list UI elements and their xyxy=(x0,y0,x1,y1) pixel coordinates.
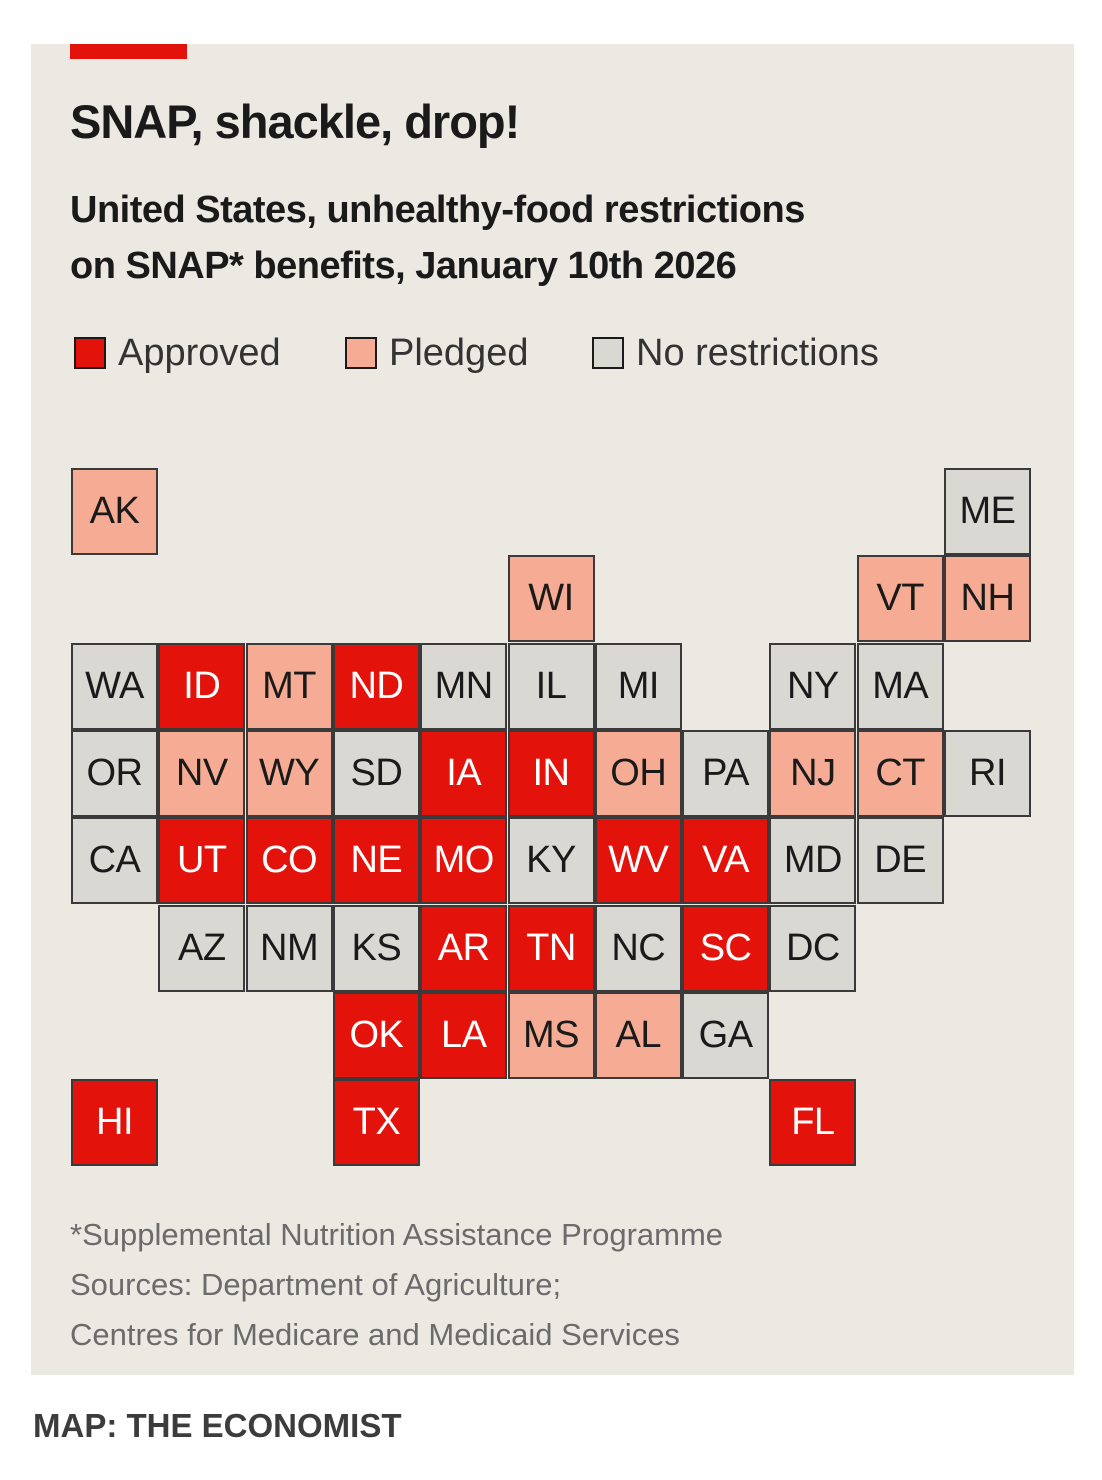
state-tile-mi: MI xyxy=(594,642,682,730)
legend-item-no-restrictions: No restrictions xyxy=(592,331,879,375)
state-tile-ks: KS xyxy=(332,904,420,992)
state-tile-vt: VT xyxy=(856,555,944,643)
state-tile-pa: PA xyxy=(682,729,770,817)
state-tile-mo: MO xyxy=(420,817,508,905)
state-tile-la: LA xyxy=(420,991,508,1079)
map-panel: SNAP, shackle, drop! United States, unhe… xyxy=(31,44,1074,1375)
legend-swatch-pledged xyxy=(345,337,377,369)
state-tile-tn: TN xyxy=(507,904,595,992)
state-tile-mn: MN xyxy=(420,642,508,730)
footnote-definition: *Supplemental Nutrition Assistance Progr… xyxy=(70,1217,724,1252)
state-tile-hi: HI xyxy=(71,1079,158,1167)
legend-label-approved: Approved xyxy=(118,331,281,374)
state-tile-fl: FL xyxy=(769,1079,857,1167)
accent-bar xyxy=(70,44,187,59)
state-tile-ms: MS xyxy=(507,991,595,1079)
state-tile-me: ME xyxy=(944,468,1031,555)
state-tile-va: VA xyxy=(682,817,770,905)
state-tile-oh: OH xyxy=(594,729,682,817)
state-tile-az: AZ xyxy=(158,904,246,992)
legend-label-pledged: Pledged xyxy=(389,331,529,374)
map-subtitle: United States, unhealthy-food restrictio… xyxy=(70,182,970,294)
state-tile-or: OR xyxy=(71,729,158,817)
state-tile-wa: WA xyxy=(71,642,158,730)
state-tile-mt: MT xyxy=(245,642,333,730)
state-tile-ut: UT xyxy=(158,817,246,905)
state-tile-ky: KY xyxy=(507,817,595,905)
state-tile-de: DE xyxy=(856,817,944,905)
state-tile-al: AL xyxy=(594,991,682,1079)
state-tile-nj: NJ xyxy=(769,729,857,817)
state-tile-ct: CT xyxy=(856,729,944,817)
state-tile-ca: CA xyxy=(71,817,158,905)
state-tile-nh: NH xyxy=(944,555,1031,643)
legend-swatch-no-restrictions xyxy=(592,337,624,369)
state-tile-wv: WV xyxy=(594,817,682,905)
state-tile-nv: NV xyxy=(158,729,246,817)
state-tile-ia: IA xyxy=(420,729,508,817)
legend-label-no-restrictions: No restrictions xyxy=(636,331,879,374)
subtitle-line-2: on SNAP* benefits, January 10th 2026 xyxy=(70,245,737,287)
state-tile-ga: GA xyxy=(682,991,770,1079)
state-tile-nd: ND xyxy=(332,642,420,730)
state-tile-md: MD xyxy=(769,817,857,905)
legend-item-approved: Approved xyxy=(74,331,281,375)
state-tile-co: CO xyxy=(245,817,333,905)
state-tile-ma: MA xyxy=(856,642,944,730)
state-tile-nm: NM xyxy=(245,904,333,992)
footnote-sources: Sources: Department of Agriculture; xyxy=(70,1267,562,1302)
map-credit: MAP: THE ECONOMIST xyxy=(33,1407,402,1444)
state-tile-ne: NE xyxy=(332,817,420,905)
state-tile-ar: AR xyxy=(420,904,508,992)
state-tile-sd: SD xyxy=(332,729,420,817)
state-tile-ri: RI xyxy=(944,729,1031,817)
map-title: SNAP, shackle, drop! xyxy=(70,95,520,148)
state-tile-ny: NY xyxy=(769,642,857,730)
state-tile-il: IL xyxy=(507,642,595,730)
state-tile-dc: DC xyxy=(769,904,857,992)
state-tile-ok: OK xyxy=(332,991,420,1079)
state-tile-ak: AK xyxy=(71,468,158,555)
footnote: *Supplemental Nutrition Assistance Progr… xyxy=(70,1210,1030,1360)
state-tile-wy: WY xyxy=(245,729,333,817)
state-tile-sc: SC xyxy=(682,904,770,992)
legend-swatch-approved xyxy=(74,337,106,369)
state-tile-wi: WI xyxy=(507,555,595,643)
state-tile-nc: NC xyxy=(594,904,682,992)
legend-item-pledged: Pledged xyxy=(345,331,528,375)
footnote-sources-continued: Centres for Medicare and Medicaid Servic… xyxy=(70,1317,680,1352)
subtitle-line-1: United States, unhealthy-food restrictio… xyxy=(70,189,805,231)
state-tile-in: IN xyxy=(507,729,595,817)
state-tile-tx: TX xyxy=(332,1079,420,1167)
state-tile-id: ID xyxy=(158,642,246,730)
